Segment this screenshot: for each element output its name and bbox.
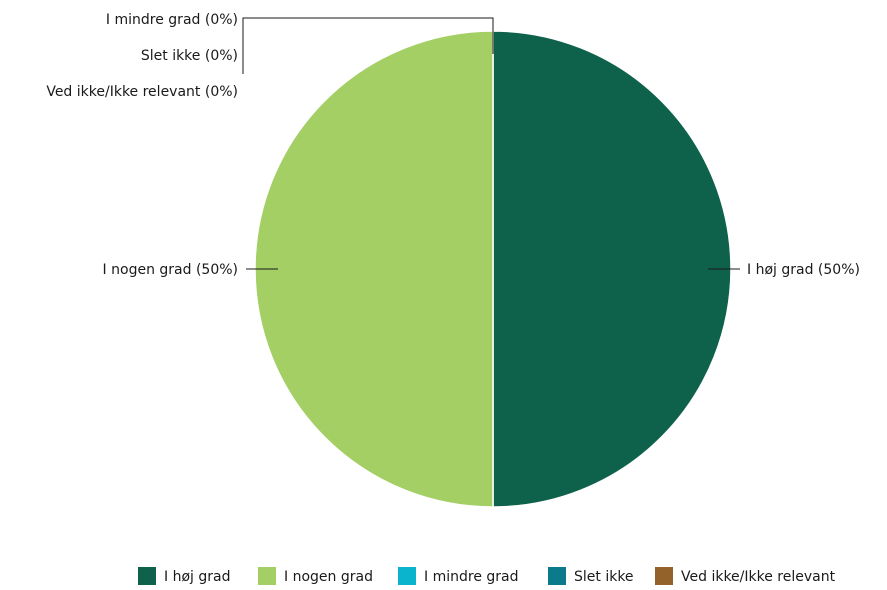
legend-label-nogen-grad: I nogen grad <box>284 569 373 585</box>
legend-label-slet-ikke: Slet ikke <box>574 569 634 585</box>
slice-label-nogen-grad: I nogen grad (50%) <box>103 262 238 278</box>
slice-label-ved-ikke: Ved ikke/Ikke relevant (0%) <box>46 84 238 100</box>
legend-label-hoej-grad: I høj grad <box>164 569 230 585</box>
legend-swatch-nogen-grad <box>258 567 276 585</box>
legend-label-ved-ikke: Ved ikke/Ikke relevant <box>681 569 836 585</box>
slice-label-mindre-grad: I mindre grad (0%) <box>106 12 238 28</box>
slice-label-hoej-grad: I høj grad (50%) <box>747 262 860 278</box>
legend-swatch-slet-ikke <box>548 567 566 585</box>
leader-lines <box>242 17 740 270</box>
legend-swatch-mindre-grad <box>398 567 416 585</box>
pie-slice-i-h-j-grad <box>492 30 732 508</box>
pie-slices <box>254 30 732 508</box>
legend-swatch-hoej-grad <box>138 567 156 585</box>
legend-swatch-ved-ikke <box>655 567 673 585</box>
slice-label-slet-ikke: Slet ikke (0%) <box>141 48 238 64</box>
legend-label-mindre-grad: I mindre grad <box>424 569 519 585</box>
pie-slice-i-nogen-grad <box>254 30 494 508</box>
leader-line-zero-slices <box>242 17 494 74</box>
legend: I høj grad I nogen grad I mindre grad Sl… <box>138 567 836 585</box>
